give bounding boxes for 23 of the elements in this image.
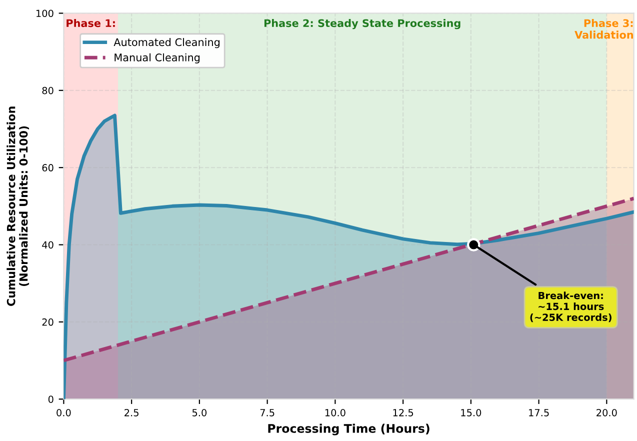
y-axis-title: Cumulative Resource Utilization (Normalized Units: 0-100)	[6, 106, 30, 306]
band-label: Phase 1:	[66, 19, 115, 28]
band-label: Phase 3: Validation	[574, 19, 633, 39]
legend-label: Automated Cleaning	[114, 38, 220, 48]
y-tick-label: 40	[42, 241, 54, 249]
x-tick-label: 20.0	[596, 409, 617, 416]
x-tick-label: 12.5	[393, 409, 414, 416]
x-tick-label: 10.0	[325, 409, 346, 416]
x-tick-label: 0.0	[56, 409, 71, 416]
x-tick-label: 7.5	[260, 409, 274, 416]
band-label: Phase 2: Steady State Processing	[264, 19, 460, 30]
x-tick-label: 2.5	[124, 409, 138, 416]
x-axis-title: Processing Time (Hours)	[268, 424, 430, 436]
y-tick-label: 0	[48, 396, 54, 403]
y-tick-label: 20	[42, 318, 54, 326]
y-tick-label: 80	[42, 86, 54, 94]
x-tick-label: 5.0	[192, 409, 207, 416]
legend-label: Manual Cleaning	[114, 53, 200, 64]
y-tick-label: 60	[42, 164, 54, 172]
x-tick-label: 17.5	[529, 409, 549, 416]
annotation: Break-even: ~15.1 hours (~25K records)	[530, 292, 612, 322]
x-tick-label: 15.0	[461, 409, 482, 416]
y-tick-label: 100	[36, 10, 54, 18]
